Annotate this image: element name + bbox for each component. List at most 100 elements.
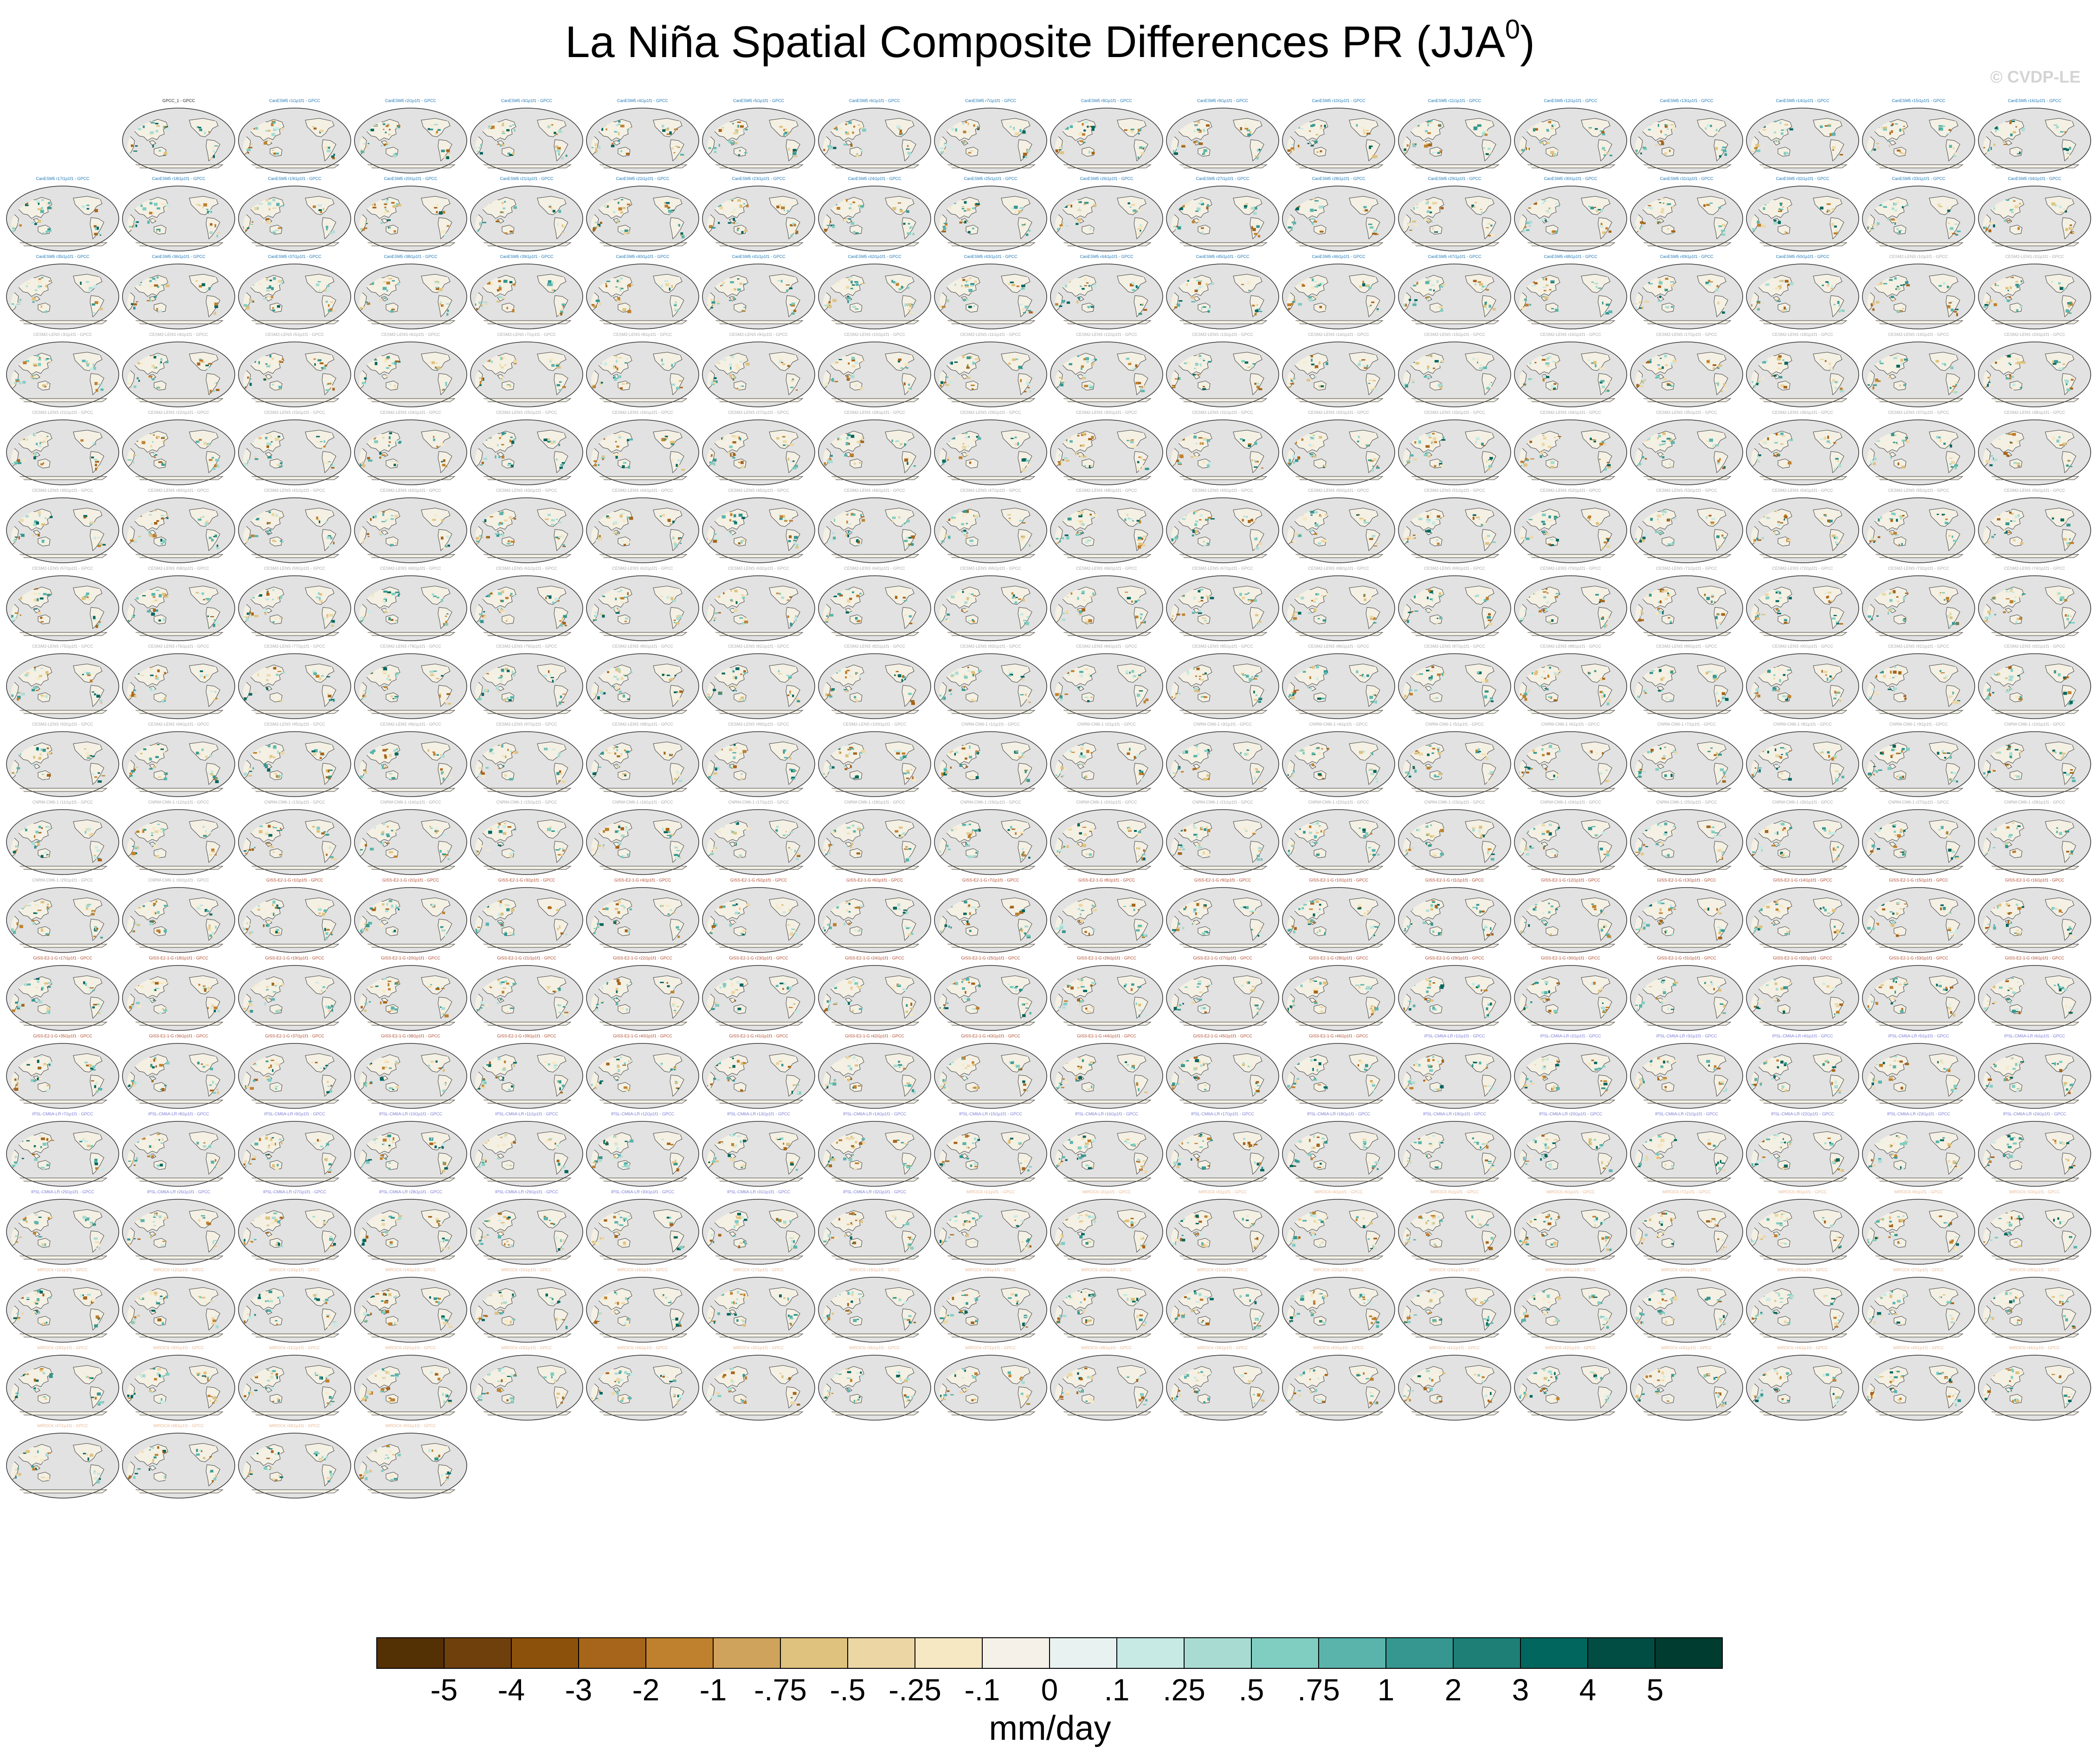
- anomaly-patch: [1591, 282, 1594, 283]
- world-map: [1862, 186, 1975, 251]
- anomaly-patch: [198, 127, 201, 129]
- anomaly-patch: [1762, 377, 1764, 380]
- anomaly-patch: [783, 444, 786, 446]
- world-map: [354, 497, 467, 563]
- anomaly-patch: [1427, 433, 1431, 437]
- anomaly-patch: [548, 280, 552, 283]
- panel-title: CESM2-LENS r46i1p1f1 - GPCC: [844, 488, 905, 493]
- anomaly-patch: [1543, 278, 1546, 281]
- world-map: [1050, 186, 1163, 251]
- anomaly-patch: [709, 540, 712, 541]
- anomaly-patch: [151, 378, 155, 380]
- anomaly-patch: [443, 211, 445, 214]
- anomaly-patch: [824, 304, 827, 307]
- anomaly-patch: [900, 367, 903, 369]
- anomaly-patch: [159, 149, 161, 152]
- anomaly-patch: [1827, 209, 1829, 212]
- anomaly-patch: [862, 129, 866, 132]
- anomaly-patch: [1716, 129, 1718, 131]
- anomaly-patch: [282, 358, 283, 360]
- anomaly-patch: [618, 300, 622, 304]
- anomaly-patch: [1308, 218, 1309, 220]
- anomaly-patch: [1210, 518, 1215, 520]
- anomaly-patch: [972, 207, 975, 210]
- anomaly-patch: [1432, 227, 1434, 230]
- anomaly-patch: [1195, 521, 1198, 523]
- anomaly-patch: [245, 386, 247, 389]
- anomaly-patch: [489, 282, 493, 285]
- anomaly-patch: [205, 522, 208, 526]
- anomaly-patch: [711, 384, 715, 386]
- anomaly-patch: [1526, 537, 1530, 540]
- anomaly-patch: [977, 127, 980, 129]
- anomaly-patch: [1076, 223, 1079, 225]
- anomaly-patch: [1312, 221, 1314, 225]
- anomaly-patch: [1025, 233, 1029, 236]
- anomaly-patch: [1599, 458, 1601, 460]
- anomaly-patch: [830, 455, 833, 457]
- anomaly-patch: [1870, 460, 1873, 464]
- anomaly-patch: [138, 283, 142, 286]
- map-panel: CanESM5 r1i1p1f1 - GPCC: [237, 98, 353, 176]
- anomaly-patch: [1076, 378, 1079, 381]
- anomaly-patch: [393, 205, 396, 208]
- anomaly-patch: [708, 147, 711, 149]
- ocean: [1398, 264, 1511, 329]
- anomaly-patch: [612, 531, 615, 534]
- anomaly-patch: [1015, 132, 1019, 135]
- anomaly-patch: [31, 375, 35, 378]
- anomaly-patch: [151, 433, 153, 436]
- map-border: [354, 108, 467, 174]
- anomaly-patch: [436, 367, 438, 370]
- anomaly-patch: [860, 149, 864, 152]
- ocean: [1978, 420, 2091, 485]
- anomaly-patch: [666, 202, 670, 204]
- anomaly-patch: [667, 519, 671, 522]
- anomaly-patch: [81, 205, 85, 208]
- anomaly-patch: [2003, 144, 2007, 145]
- anomaly-patch: [500, 144, 502, 147]
- anomaly-patch: [19, 224, 22, 227]
- anomaly-patch: [1187, 280, 1189, 282]
- anomaly-patch: [1903, 384, 1906, 386]
- anomaly-patch: [732, 122, 734, 125]
- anomaly-patch: [208, 131, 210, 133]
- anomaly-patch: [243, 386, 246, 387]
- anomaly-patch: [1785, 128, 1787, 132]
- anomaly-patch: [674, 304, 677, 307]
- anomaly-patch: [781, 280, 783, 283]
- anomaly-patch: [157, 230, 160, 232]
- anomaly-patch: [620, 230, 624, 233]
- anomaly-patch: [1370, 304, 1372, 306]
- anomaly-patch: [276, 514, 278, 516]
- world-map: [1978, 264, 2091, 329]
- anomaly-patch: [1488, 384, 1492, 386]
- anomaly-patch: [1826, 211, 1829, 213]
- anomaly-patch: [556, 133, 558, 135]
- anomaly-patch: [1321, 540, 1325, 543]
- anomaly-patch: [1606, 462, 1610, 463]
- anomaly-patch: [398, 204, 401, 207]
- panel-title: CESM2-LENS r28i1p1f1 - GPCC: [844, 410, 905, 415]
- anomaly-patch: [1287, 386, 1289, 388]
- anomaly-patch: [495, 455, 496, 459]
- anomaly-patch: [1258, 388, 1263, 391]
- anomaly-patch: [629, 516, 633, 520]
- anomaly-patch: [1375, 388, 1379, 391]
- anomaly-patch: [1174, 378, 1179, 380]
- anomaly-patch: [551, 281, 554, 284]
- anomaly-patch: [1315, 523, 1319, 527]
- anomaly-patch: [561, 232, 565, 234]
- anomaly-patch: [198, 205, 201, 206]
- anomaly-patch: [1194, 367, 1196, 369]
- anomaly-patch: [1403, 151, 1407, 153]
- anomaly-patch: [1832, 146, 1836, 149]
- anomaly-patch: [2007, 355, 2011, 358]
- anomaly-patch: [1540, 451, 1544, 454]
- anomaly-patch: [850, 209, 854, 211]
- panel-title: CanESM5 r19i1p1f1 - GPCC: [268, 176, 322, 181]
- anomaly-patch: [509, 385, 511, 387]
- anomaly-patch: [1873, 462, 1876, 465]
- anomaly-patch: [2019, 151, 2021, 154]
- anomaly-patch: [735, 125, 738, 128]
